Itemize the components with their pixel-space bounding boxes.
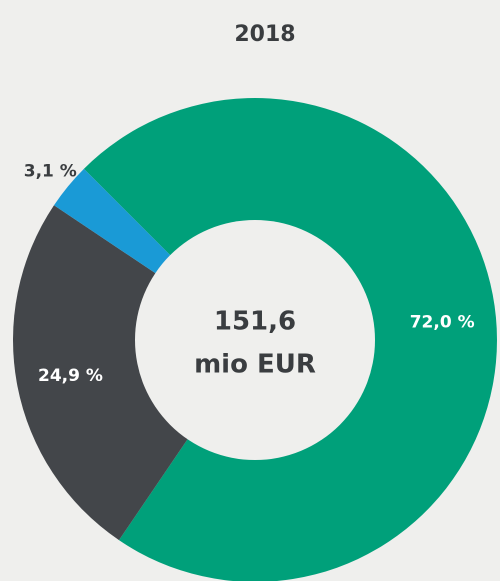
value-label: 24,9 % <box>38 366 103 386</box>
chart-title: 2018 <box>234 22 295 47</box>
value-label: 72,0 % <box>410 312 475 332</box>
value-label: 3,1 % <box>24 162 77 182</box>
donut-hole <box>135 220 375 460</box>
center-value: 151,6 <box>214 307 296 337</box>
center-unit: mio EUR <box>194 350 316 380</box>
slice <box>12 205 255 541</box>
